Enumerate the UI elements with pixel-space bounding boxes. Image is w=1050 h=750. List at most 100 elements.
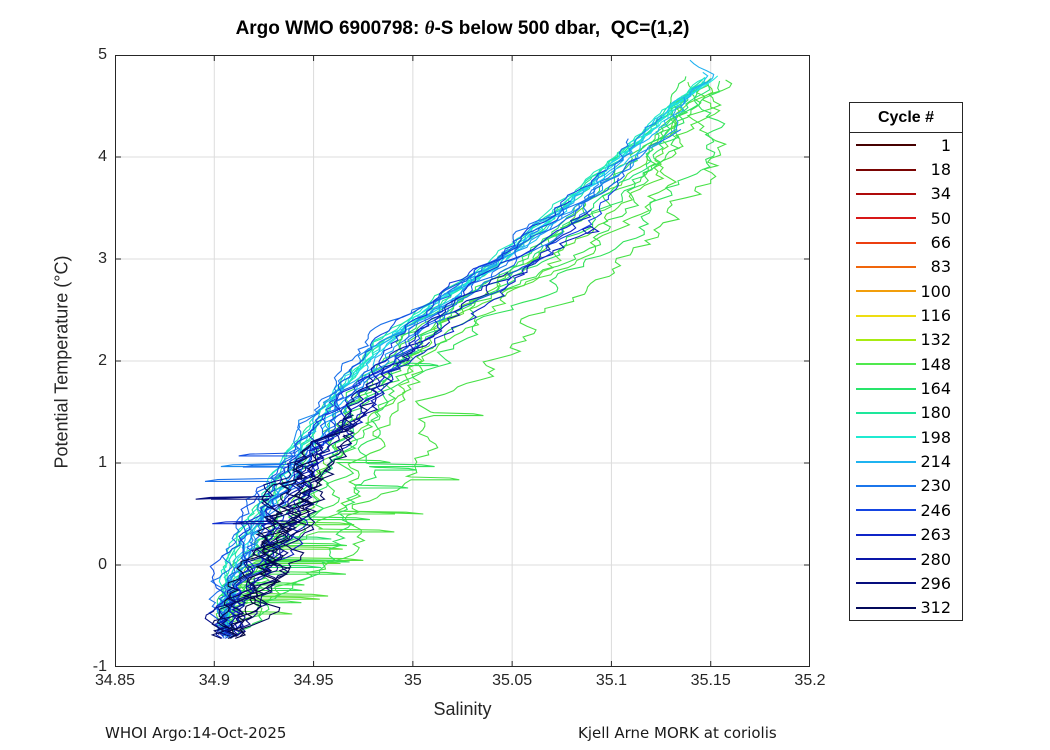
legend-entry: 198 — [850, 425, 962, 449]
legend-cycle-label: 230 — [920, 476, 951, 496]
profile-line-cycle-192 — [217, 77, 706, 639]
legend-line-sample — [856, 217, 916, 220]
legend-entry: 164 — [850, 376, 962, 400]
legend-entry: 246 — [850, 498, 962, 522]
profile-line-cycle-238 — [208, 169, 606, 635]
profile-line-cycle-234 — [218, 157, 638, 637]
y-tick-label: 1 — [98, 454, 107, 471]
plot-area — [115, 55, 810, 667]
chart-title: Argo WMO 6900798: θ-S below 500 dbar, QC… — [115, 18, 810, 40]
legend-cycle-label: 116 — [920, 306, 951, 326]
chart-title-prefix: Argo WMO 6900798: — [235, 18, 425, 39]
footer-attribution-left: WHOI Argo:14-Oct-2025 — [105, 724, 287, 742]
legend-entry: 34 — [850, 182, 962, 206]
legend-cycle-label: 34 — [930, 184, 951, 204]
legend-entries: 1 18 34 50 66 83 100 116 132 148 164 180 198 214 230 24… — [850, 133, 962, 620]
legend-line-sample — [856, 558, 916, 561]
x-tick-label: 34.95 — [293, 672, 334, 689]
legend-cycle-label: 83 — [930, 257, 951, 277]
x-tick-label: 35.2 — [794, 672, 826, 689]
legend-cycle-label: 148 — [920, 354, 951, 374]
x-tick-label: 34.9 — [198, 672, 230, 689]
profile-line-cycle-172 — [216, 82, 711, 633]
profile-lines — [195, 59, 733, 639]
legend-cycle-label: 50 — [930, 208, 951, 228]
legend-entry: 180 — [850, 401, 962, 425]
legend-line-sample — [856, 387, 916, 390]
legend-line-sample — [856, 290, 916, 293]
profile-line-cycle-144 — [225, 81, 694, 629]
legend-cycle-label: 280 — [920, 549, 951, 569]
profile-line-cycle-308 — [216, 464, 324, 637]
legend-cycle-label: 296 — [920, 573, 951, 593]
legend-cycle-label: 246 — [920, 500, 951, 520]
grid-lines — [115, 55, 810, 667]
legend-cycle-label: 132 — [920, 330, 951, 350]
legend-line-sample — [856, 509, 916, 512]
axes-box — [115, 55, 810, 667]
legend-entry: 312 — [850, 596, 962, 620]
legend-line-sample — [856, 484, 916, 487]
profile-line-cycle-276 — [225, 373, 379, 635]
profile-line-cycle-292 — [213, 423, 350, 635]
profile-line-cycle-226 — [220, 129, 682, 637]
y-tick-label: 5 — [98, 46, 107, 63]
y-tick-label: 3 — [98, 250, 107, 267]
legend-line-sample — [856, 192, 916, 195]
profile-line-cycle-148 — [215, 81, 721, 622]
legend-cycle-label: 18 — [930, 160, 951, 180]
profile-line-cycle-246 — [224, 200, 571, 637]
y-tick-label: -1 — [92, 658, 107, 675]
profile-line-cycle-230 — [204, 138, 630, 639]
legend-cycle-label: 1 — [940, 135, 951, 155]
legend-cycle-label: 100 — [920, 281, 951, 301]
legend-entry: 280 — [850, 547, 962, 571]
legend-line-sample — [856, 363, 916, 366]
legend-cycle-label: 263 — [920, 525, 951, 545]
legend-entry: 100 — [850, 279, 962, 303]
x-axis-label: Salinity — [433, 699, 492, 719]
footer-attribution-right: Kjell Arne MORK at coriolis — [578, 724, 777, 742]
profile-line-cycle-304 — [226, 452, 318, 639]
legend-entry: 230 — [850, 474, 962, 498]
legend-entry: 296 — [850, 571, 962, 595]
profile-line-cycle-296 — [210, 434, 352, 639]
legend-entry: 132 — [850, 328, 962, 352]
y-tick-label: 4 — [98, 148, 107, 165]
legend-line-sample — [856, 265, 916, 268]
legend-entry: 83 — [850, 255, 962, 279]
legend-line-sample — [856, 436, 916, 439]
legend-line-sample — [856, 606, 916, 609]
profile-line-cycle-204 — [224, 82, 708, 633]
legend-entry: 18 — [850, 157, 962, 181]
legend-cycle-label: 180 — [920, 403, 951, 423]
legend-line-sample — [856, 460, 916, 463]
legend-line-sample — [856, 582, 916, 585]
x-tick-label: 34.85 — [94, 672, 136, 689]
x-tick-label: 35 — [403, 672, 422, 689]
y-tick-label: 0 — [98, 556, 107, 573]
profile-line-cycle-258 — [214, 213, 587, 639]
profile-line-cycle-300 — [239, 443, 312, 637]
legend-cycle-label: 164 — [920, 379, 951, 399]
x-tick-label: 35.15 — [690, 672, 731, 689]
profile-line-cycle-214 — [221, 59, 715, 639]
legend-cycle-label: 214 — [920, 452, 951, 472]
legend-cycle-label: 312 — [920, 598, 951, 618]
y-tick-label: 2 — [98, 352, 107, 369]
legend-entry: 50 — [850, 206, 962, 230]
legend-title: Cycle # — [850, 103, 962, 133]
profile-line-cycle-222 — [218, 116, 663, 635]
legend-entry: 1 — [850, 133, 962, 157]
legend-line-sample — [856, 314, 916, 317]
legend-entry: 66 — [850, 230, 962, 254]
x-tick-label: 35.05 — [492, 672, 533, 689]
profile-line-cycle-160 — [236, 80, 726, 635]
chart-title-suffix: -S below 500 dbar, QC=(1,2) — [434, 18, 690, 39]
chart-title-theta: θ — [424, 18, 435, 39]
legend-line-sample — [856, 168, 916, 171]
legend-line-sample — [856, 338, 916, 341]
profile-line-cycle-263 — [217, 225, 600, 637]
profile-line-cycle-150 — [215, 79, 733, 627]
